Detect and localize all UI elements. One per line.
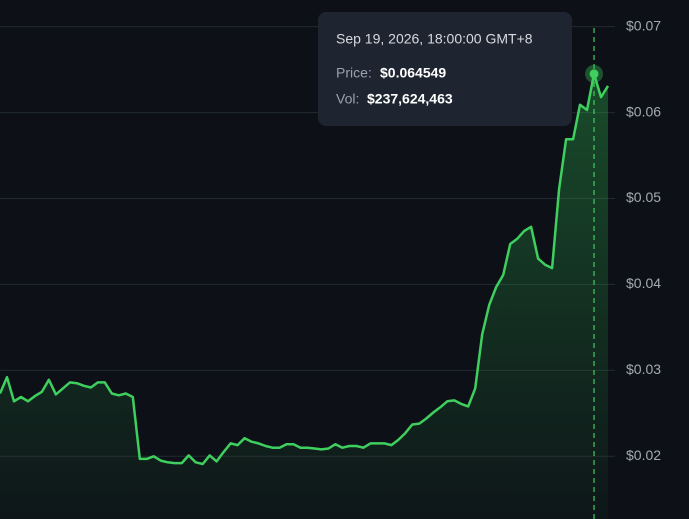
tooltip-vol-label: Vol: xyxy=(336,91,359,107)
area xyxy=(0,73,608,519)
hover-point xyxy=(589,69,599,79)
tooltip: Sep 19, 2026, 18:00:00 GMT+8 Price: $0.0… xyxy=(318,12,572,126)
price-line xyxy=(0,72,610,466)
y-tick-label: $0.07 xyxy=(626,17,661,33)
y-tick-label: $0.06 xyxy=(626,103,661,119)
y-tick-label: $0.02 xyxy=(626,447,661,463)
tooltip-price: $0.064549 xyxy=(380,65,446,81)
tooltip-date: Sep 19, 2026, 18:00:00 GMT+8 xyxy=(336,31,533,47)
y-tick-label: $0.04 xyxy=(626,275,661,291)
y-tick-label: $0.05 xyxy=(626,189,661,205)
tooltip-box xyxy=(318,12,572,126)
tooltip-price-label: Price: xyxy=(336,65,372,81)
tooltip-vol: $237,624,463 xyxy=(367,91,453,107)
y-tick-label: $0.03 xyxy=(626,361,661,377)
